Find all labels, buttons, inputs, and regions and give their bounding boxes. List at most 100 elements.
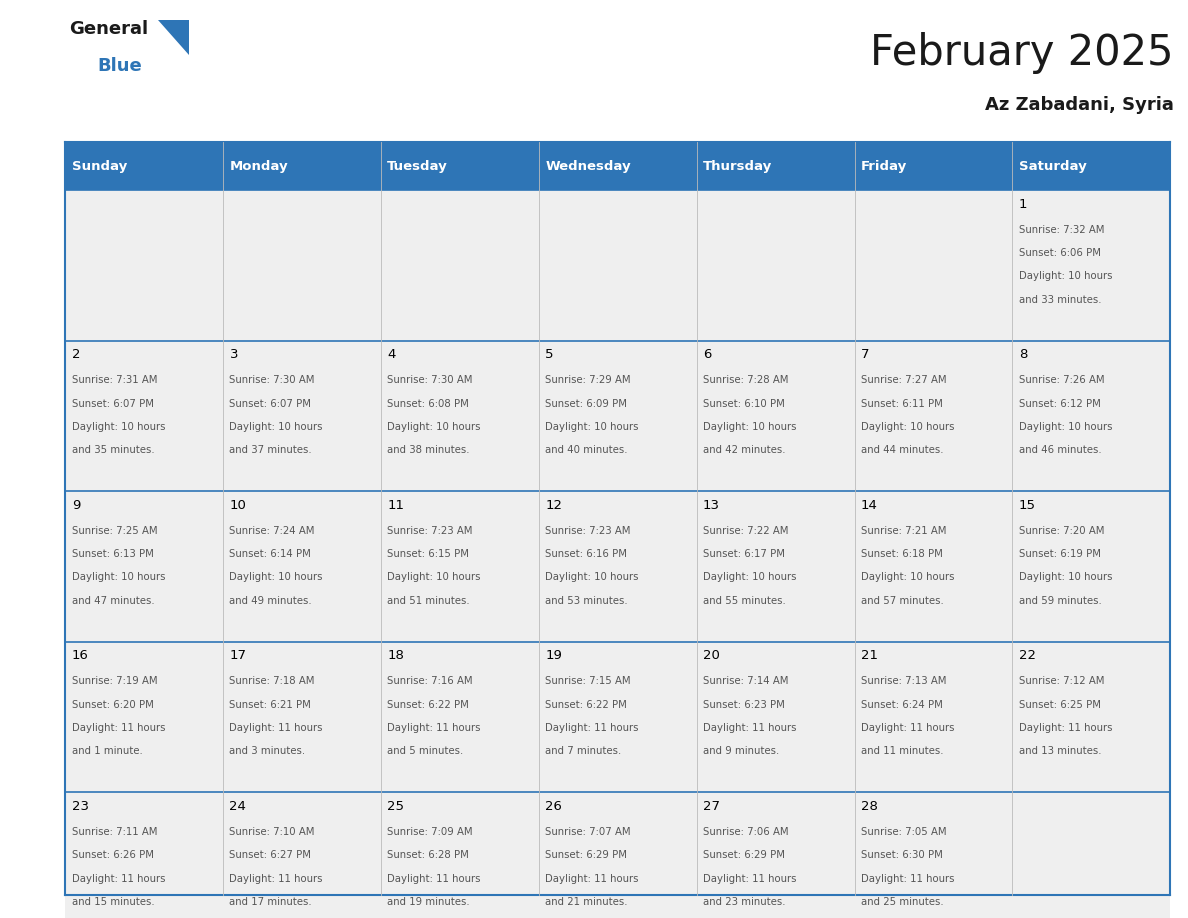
Text: February 2025: February 2025 xyxy=(871,32,1174,74)
Text: Sunrise: 7:32 AM: Sunrise: 7:32 AM xyxy=(1018,225,1104,235)
Text: Daylight: 11 hours: Daylight: 11 hours xyxy=(703,723,796,733)
Text: 8: 8 xyxy=(1018,348,1028,361)
Text: 20: 20 xyxy=(703,649,720,662)
Text: 4: 4 xyxy=(387,348,396,361)
Text: Sunrise: 7:30 AM: Sunrise: 7:30 AM xyxy=(229,375,315,386)
Text: and 33 minutes.: and 33 minutes. xyxy=(1018,295,1101,305)
Bar xyxy=(854,341,1012,491)
Text: Daylight: 10 hours: Daylight: 10 hours xyxy=(71,573,165,582)
Text: and 3 minutes.: and 3 minutes. xyxy=(229,746,305,756)
Bar xyxy=(381,792,539,918)
Text: 23: 23 xyxy=(71,800,89,812)
Bar xyxy=(223,341,381,491)
Text: and 9 minutes.: and 9 minutes. xyxy=(703,746,779,756)
Bar xyxy=(696,792,854,918)
Bar xyxy=(381,642,539,792)
Bar xyxy=(854,190,1012,341)
Text: Sunset: 6:06 PM: Sunset: 6:06 PM xyxy=(1018,248,1100,258)
Text: and 46 minutes.: and 46 minutes. xyxy=(1018,445,1101,455)
Text: Sunset: 6:23 PM: Sunset: 6:23 PM xyxy=(703,700,785,710)
Text: 21: 21 xyxy=(861,649,878,662)
Text: Sunrise: 7:16 AM: Sunrise: 7:16 AM xyxy=(387,677,473,687)
Text: Sunset: 6:07 PM: Sunset: 6:07 PM xyxy=(229,398,311,409)
Text: Sunrise: 7:26 AM: Sunrise: 7:26 AM xyxy=(1018,375,1105,386)
Text: Sunset: 6:22 PM: Sunset: 6:22 PM xyxy=(387,700,469,710)
Text: Sunset: 6:15 PM: Sunset: 6:15 PM xyxy=(387,549,469,559)
Text: 9: 9 xyxy=(71,498,80,511)
Text: Sunset: 6:08 PM: Sunset: 6:08 PM xyxy=(387,398,469,409)
Text: 15: 15 xyxy=(1018,498,1036,511)
Text: Sunset: 6:17 PM: Sunset: 6:17 PM xyxy=(703,549,785,559)
Text: Sunset: 6:07 PM: Sunset: 6:07 PM xyxy=(71,398,153,409)
Text: Daylight: 10 hours: Daylight: 10 hours xyxy=(703,573,796,582)
Text: and 59 minutes.: and 59 minutes. xyxy=(1018,596,1101,606)
Text: Monday: Monday xyxy=(229,160,289,173)
Bar xyxy=(381,142,539,190)
Text: and 7 minutes.: and 7 minutes. xyxy=(545,746,621,756)
Text: Sunrise: 7:29 AM: Sunrise: 7:29 AM xyxy=(545,375,631,386)
Text: 27: 27 xyxy=(703,800,720,812)
Text: 2: 2 xyxy=(71,348,80,361)
Text: Daylight: 11 hours: Daylight: 11 hours xyxy=(545,874,639,883)
Text: Friday: Friday xyxy=(861,160,908,173)
Text: Sunrise: 7:09 AM: Sunrise: 7:09 AM xyxy=(387,827,473,837)
Text: Sunset: 6:24 PM: Sunset: 6:24 PM xyxy=(861,700,943,710)
Text: 24: 24 xyxy=(229,800,246,812)
Bar xyxy=(854,792,1012,918)
Bar xyxy=(223,142,381,190)
Text: Sunrise: 7:21 AM: Sunrise: 7:21 AM xyxy=(861,526,947,536)
Text: Daylight: 11 hours: Daylight: 11 hours xyxy=(1018,723,1112,733)
Text: Sunset: 6:20 PM: Sunset: 6:20 PM xyxy=(71,700,153,710)
Text: and 13 minutes.: and 13 minutes. xyxy=(1018,746,1101,756)
Text: and 37 minutes.: and 37 minutes. xyxy=(229,445,312,455)
Text: 19: 19 xyxy=(545,649,562,662)
Text: Sunset: 6:13 PM: Sunset: 6:13 PM xyxy=(71,549,153,559)
Text: 25: 25 xyxy=(387,800,404,812)
Text: 16: 16 xyxy=(71,649,89,662)
Text: Sunset: 6:28 PM: Sunset: 6:28 PM xyxy=(387,850,469,860)
Text: Daylight: 10 hours: Daylight: 10 hours xyxy=(1018,422,1112,431)
Text: Daylight: 10 hours: Daylight: 10 hours xyxy=(703,422,796,431)
Text: Sunset: 6:25 PM: Sunset: 6:25 PM xyxy=(1018,700,1100,710)
Text: Daylight: 10 hours: Daylight: 10 hours xyxy=(861,422,954,431)
Text: Sunrise: 7:20 AM: Sunrise: 7:20 AM xyxy=(1018,526,1104,536)
Text: Wednesday: Wednesday xyxy=(545,160,631,173)
Text: Sunset: 6:27 PM: Sunset: 6:27 PM xyxy=(229,850,311,860)
Text: and 5 minutes.: and 5 minutes. xyxy=(387,746,463,756)
Bar xyxy=(65,491,223,642)
Text: and 49 minutes.: and 49 minutes. xyxy=(229,596,312,606)
Text: Daylight: 11 hours: Daylight: 11 hours xyxy=(861,874,954,883)
Text: Blue: Blue xyxy=(97,57,143,75)
Bar xyxy=(854,491,1012,642)
Text: 6: 6 xyxy=(703,348,712,361)
Text: 11: 11 xyxy=(387,498,404,511)
Bar xyxy=(854,142,1012,190)
Bar xyxy=(539,792,696,918)
Text: and 35 minutes.: and 35 minutes. xyxy=(71,445,154,455)
Bar xyxy=(539,142,696,190)
Bar xyxy=(696,142,854,190)
Text: Sunrise: 7:07 AM: Sunrise: 7:07 AM xyxy=(545,827,631,837)
Text: 7: 7 xyxy=(861,348,870,361)
Bar xyxy=(65,190,223,341)
Bar xyxy=(223,642,381,792)
Text: 14: 14 xyxy=(861,498,878,511)
Text: Daylight: 10 hours: Daylight: 10 hours xyxy=(71,422,165,431)
Text: and 57 minutes.: and 57 minutes. xyxy=(861,596,943,606)
Bar xyxy=(381,341,539,491)
Text: Daylight: 11 hours: Daylight: 11 hours xyxy=(703,874,796,883)
Text: Sunrise: 7:25 AM: Sunrise: 7:25 AM xyxy=(71,526,157,536)
Text: 10: 10 xyxy=(229,498,246,511)
Text: Sunrise: 7:23 AM: Sunrise: 7:23 AM xyxy=(545,526,631,536)
Bar xyxy=(1012,341,1170,491)
Text: 22: 22 xyxy=(1018,649,1036,662)
Text: and 21 minutes.: and 21 minutes. xyxy=(545,897,627,907)
Text: and 40 minutes.: and 40 minutes. xyxy=(545,445,627,455)
Polygon shape xyxy=(158,20,189,55)
Bar xyxy=(1012,642,1170,792)
Bar xyxy=(696,491,854,642)
Text: and 15 minutes.: and 15 minutes. xyxy=(71,897,154,907)
Text: Daylight: 11 hours: Daylight: 11 hours xyxy=(387,723,481,733)
Text: and 25 minutes.: and 25 minutes. xyxy=(861,897,943,907)
Text: Sunrise: 7:31 AM: Sunrise: 7:31 AM xyxy=(71,375,157,386)
